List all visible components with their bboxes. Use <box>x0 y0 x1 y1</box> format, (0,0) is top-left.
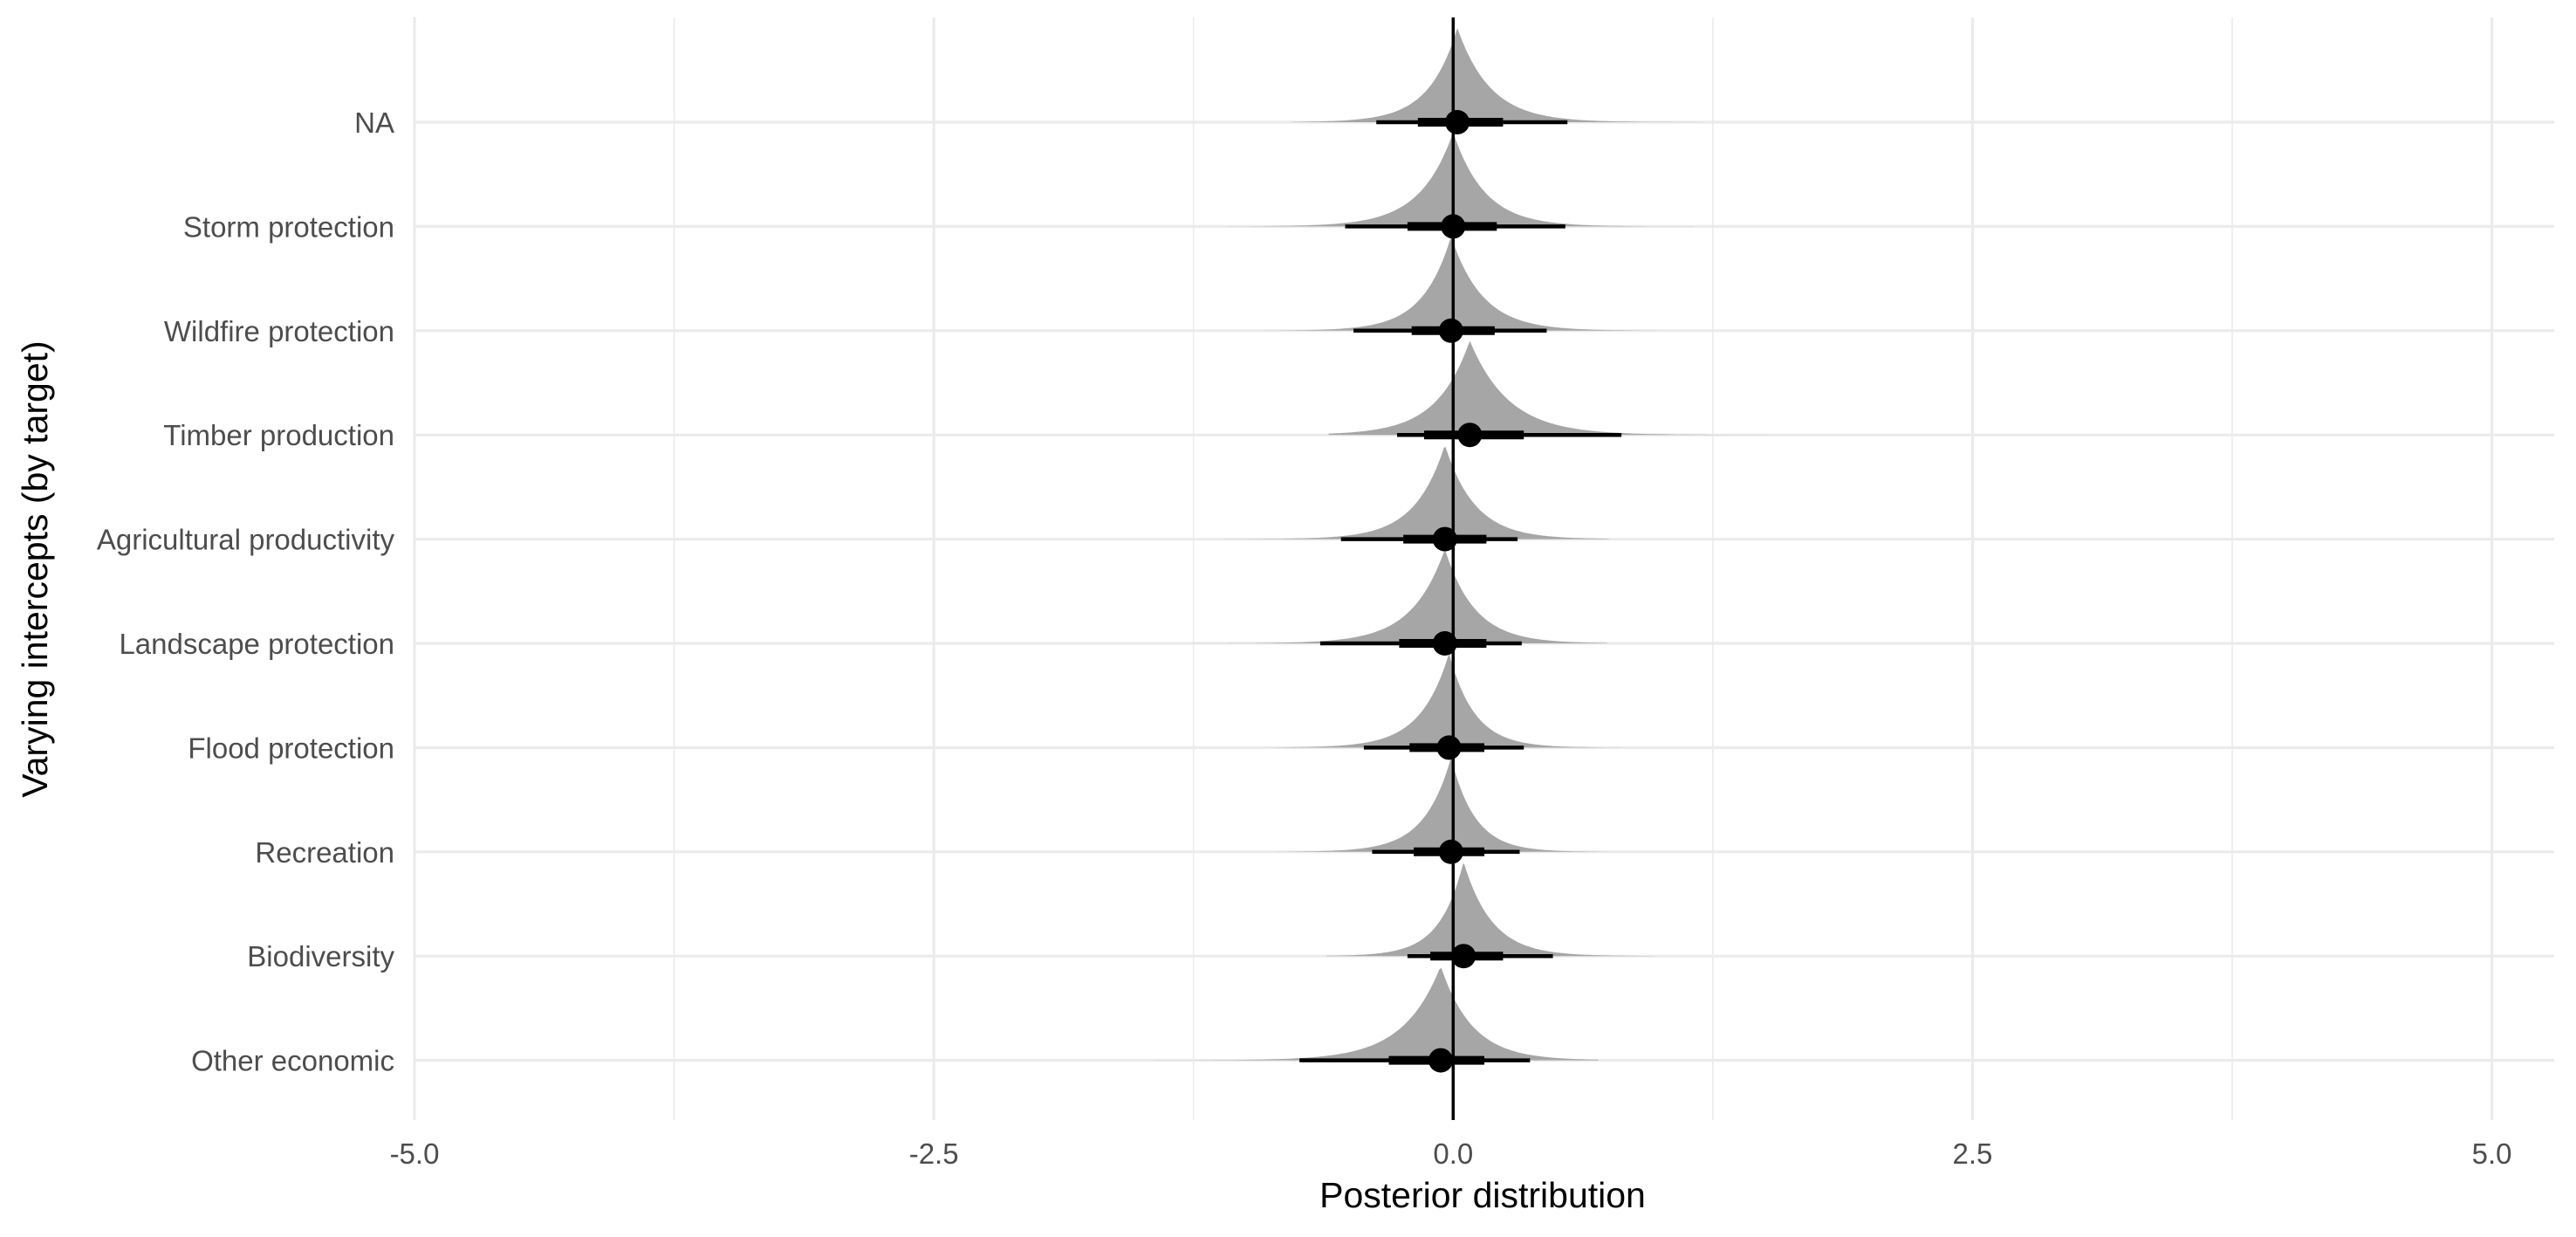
median-point-10 <box>1428 1048 1454 1073</box>
density-9 <box>1326 862 1655 957</box>
median-point-3 <box>1438 318 1463 343</box>
y-tick-label: NA <box>354 107 394 139</box>
x-tick-label: -2.5 <box>909 1137 959 1170</box>
density-1 <box>1291 28 1702 123</box>
y-tick-label: Agricultural productivity <box>97 524 395 556</box>
median-point-2 <box>1441 214 1466 239</box>
x-tick-label: -5.0 <box>390 1137 440 1170</box>
y-tick-label: Storm protection <box>183 210 394 243</box>
y-tick-label: Other economic <box>191 1045 394 1077</box>
x-tick-label: 5.0 <box>2472 1137 2512 1170</box>
density-6 <box>1176 551 1607 643</box>
median-point-1 <box>1445 110 1470 134</box>
median-point-5 <box>1432 526 1457 552</box>
density-2 <box>1229 134 1695 227</box>
y-tick-label: Flood protection <box>188 732 394 764</box>
median-point-4 <box>1457 423 1483 448</box>
median-point-6 <box>1432 631 1457 656</box>
interval-layer <box>1299 110 1622 1073</box>
density-4 <box>1328 340 1800 436</box>
median-point-9 <box>1451 944 1476 969</box>
x-tick-label: 2.5 <box>1952 1137 1992 1170</box>
y-tick-label: Timber production <box>163 419 394 451</box>
y-tick-labels: NA Storm protection Wildfire protection Tim… <box>97 107 395 1077</box>
y-axis-title: Varying intercepts (by target) <box>15 340 55 797</box>
x-tick-labels: -5.0 -2.5 0.0 2.5 5.0 <box>390 1137 2512 1170</box>
y-tick-label: Wildfire protection <box>164 315 394 347</box>
median-point-7 <box>1436 735 1462 760</box>
density-5 <box>1224 447 1609 539</box>
y-tick-label: Recreation <box>255 836 394 869</box>
y-tick-label: Biodiversity <box>247 940 394 972</box>
density-10 <box>1120 967 1599 1061</box>
density-7 <box>1270 654 1620 748</box>
density-layer <box>1120 28 1800 1061</box>
x-axis-title: Posterior distribution <box>1319 1175 1646 1215</box>
y-tick-label: Landscape protection <box>119 628 394 660</box>
density-8 <box>1274 758 1613 852</box>
median-point-8 <box>1438 839 1463 864</box>
x-tick-label: 0.0 <box>1433 1137 1473 1170</box>
